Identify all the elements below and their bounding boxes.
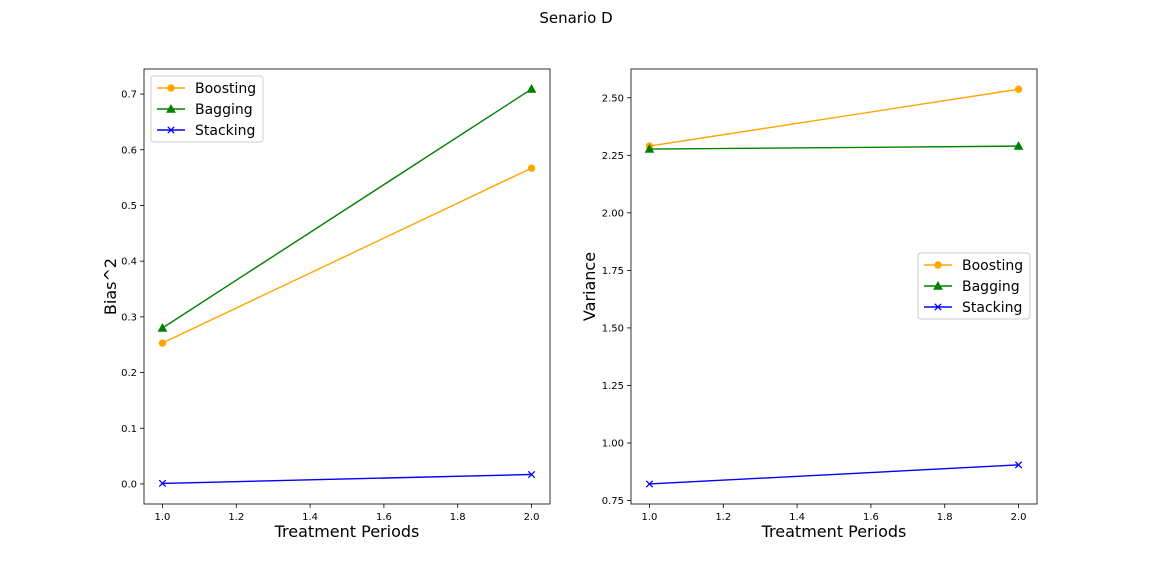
data-point-stacking bbox=[1014, 461, 1023, 469]
series-line-bagging bbox=[649, 145, 1019, 150]
legend-label-boosting: Boosting bbox=[962, 258, 1023, 274]
chart-panel-1: 1.0 1.2 1.4 1.6 1.8 2.0 0.0 0.1 0.2 0.3 0.4 0.5 0.6 0… bbox=[101, 68, 551, 541]
y-tick-label: 0.5 bbox=[121, 201, 137, 212]
y-axis-label: Bias^2 bbox=[101, 258, 120, 315]
legend-marker-bagging bbox=[933, 280, 943, 290]
x-tick-label: 1.6 bbox=[863, 512, 879, 523]
y-tick-label: 2.50 bbox=[602, 93, 624, 104]
data-point-bagging bbox=[526, 84, 537, 93]
x-axis-label: Treatment Periods bbox=[274, 522, 420, 541]
series-line-stacking bbox=[649, 464, 1019, 485]
legend-marker-bagging bbox=[166, 103, 176, 113]
x-tick-label: 2.0 bbox=[1011, 512, 1027, 523]
series-line-stacking bbox=[162, 473, 532, 485]
y-tick-label: 0.7 bbox=[121, 90, 137, 101]
x-axis-label: Treatment Periods bbox=[761, 522, 907, 541]
legend-box bbox=[917, 252, 1031, 320]
y-tick-label: 0.2 bbox=[121, 368, 137, 379]
y-tick-label: 0.0 bbox=[121, 479, 137, 490]
y-tick-label: 0.75 bbox=[602, 496, 624, 507]
legend-label-stacking: Stacking bbox=[195, 123, 255, 139]
series-line-boosting bbox=[649, 88, 1019, 147]
axes-frame bbox=[630, 68, 1038, 505]
y-tick-label: 0.1 bbox=[121, 424, 137, 435]
x-tick-label: 1.2 bbox=[715, 512, 731, 523]
axes-frame bbox=[143, 68, 551, 505]
legend-label-bagging: Bagging bbox=[195, 102, 253, 118]
legend-marker-stacking bbox=[167, 126, 175, 134]
y-tick-label: 2.25 bbox=[602, 151, 624, 162]
chart-panel-2: 1.0 1.2 1.4 1.6 1.8 2.0 0.75 1.00 1.25 1.50 1.75 2.… bbox=[580, 68, 1038, 541]
data-point-stacking bbox=[527, 470, 536, 479]
y-tick-label: 2.00 bbox=[602, 208, 624, 219]
legend-label-boosting: Boosting bbox=[195, 81, 256, 97]
legend-label-stacking: Stacking bbox=[962, 300, 1022, 316]
legend-label-bagging: Bagging bbox=[962, 279, 1020, 295]
data-point-boosting bbox=[158, 339, 167, 347]
data-point-stacking bbox=[645, 480, 654, 488]
legend-marker-stacking bbox=[934, 303, 942, 311]
y-tick-label: 0.3 bbox=[121, 312, 137, 323]
x-tick-label: 1.4 bbox=[302, 512, 318, 523]
y-axis-label: Variance bbox=[580, 252, 599, 321]
x-tick-label: 2.0 bbox=[524, 512, 540, 523]
data-point-bagging bbox=[1013, 141, 1024, 150]
legend-marker-boosting bbox=[167, 84, 175, 92]
legend: Boosting Bagging Stacking bbox=[917, 252, 1031, 320]
data-point-stacking bbox=[158, 479, 167, 488]
legend-box bbox=[150, 75, 264, 143]
data-point-bagging bbox=[644, 144, 655, 153]
legend: Boosting Bagging Stacking bbox=[150, 75, 264, 143]
x-tick-label: 1.8 bbox=[937, 512, 953, 523]
series-line-boosting bbox=[162, 167, 532, 344]
y-tick-label: 1.50 bbox=[602, 323, 624, 334]
data-point-bagging bbox=[157, 322, 168, 332]
data-point-boosting bbox=[527, 164, 536, 172]
x-tick-label: 1.8 bbox=[450, 512, 466, 523]
series-line-bagging bbox=[162, 88, 532, 329]
x-tick-label: 1.6 bbox=[376, 512, 392, 523]
y-tick-label: 1.75 bbox=[602, 266, 624, 277]
legend-marker-boosting bbox=[934, 261, 942, 269]
x-tick-label: 1.4 bbox=[789, 512, 805, 523]
data-point-boosting bbox=[1014, 85, 1023, 93]
y-tick-label: 1.00 bbox=[602, 439, 624, 450]
x-tick-label: 1.0 bbox=[155, 512, 171, 523]
x-tick-label: 1.0 bbox=[642, 512, 658, 523]
y-tick-label: 0.6 bbox=[121, 145, 137, 156]
figure-title: Senario D bbox=[539, 9, 613, 27]
y-tick-label: 0.4 bbox=[121, 257, 137, 268]
x-tick-label: 1.2 bbox=[228, 512, 244, 523]
y-tick-label: 1.25 bbox=[602, 381, 624, 392]
